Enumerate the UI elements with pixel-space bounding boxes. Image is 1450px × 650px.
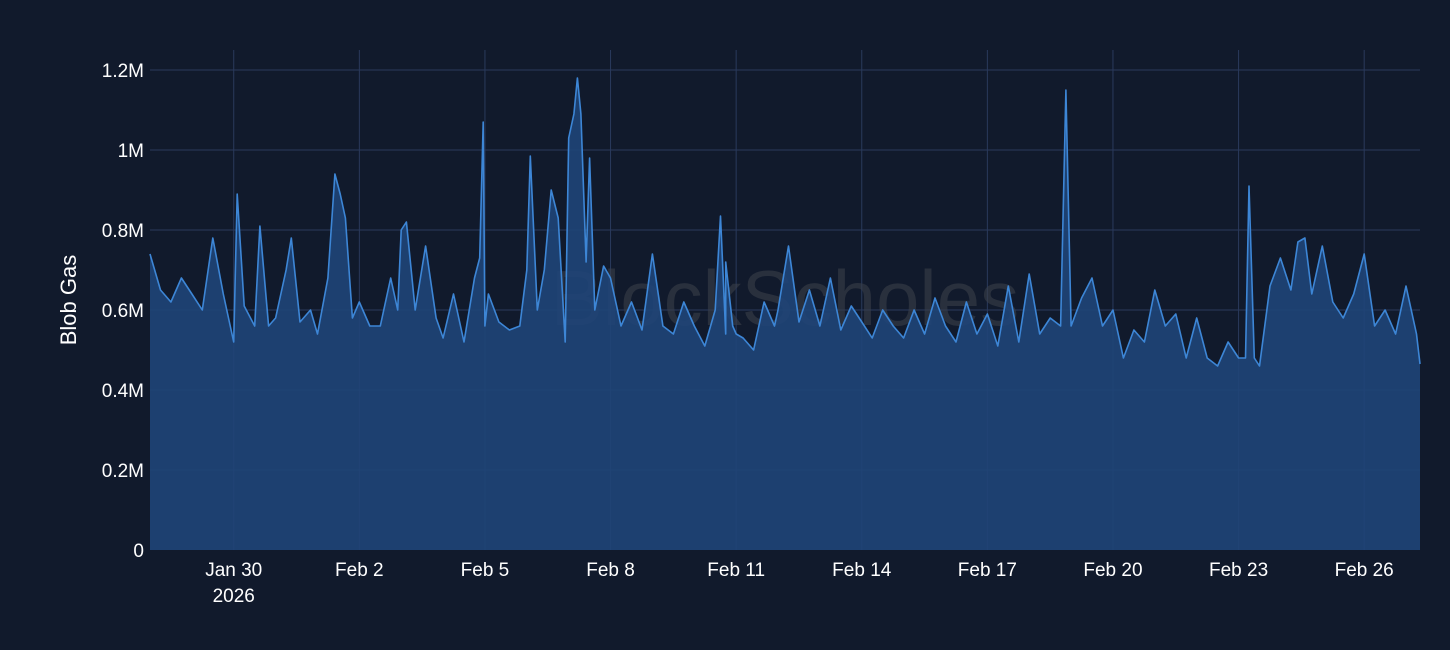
y-tick-label: 0.8M	[102, 221, 144, 242]
y-tick-label: 0.2M	[102, 461, 144, 482]
y-tick-label: 1M	[118, 141, 144, 162]
y-tick-label: 1.2M	[102, 61, 144, 82]
x-tick-label: Feb 8	[586, 560, 635, 581]
y-axis-label: Blob Gas	[56, 255, 81, 346]
x-tick-label: Feb 11	[707, 560, 765, 581]
x-tick-label: Feb 23	[1209, 560, 1268, 581]
x-tick-label: Feb 20	[1083, 560, 1142, 581]
x-tick-label: Feb 5	[461, 560, 510, 581]
x-axis: Jan 30 2026 Feb 2 Feb 5 Feb 8 Feb 11 Feb 14 Feb…	[205, 560, 1394, 607]
x-tick-label: Feb 14	[832, 560, 892, 581]
x-tick-label: Jan 30	[205, 560, 262, 581]
series-area	[150, 78, 1420, 550]
plot-area	[149, 77, 1421, 550]
y-tick-label: 0	[133, 541, 144, 562]
series-line	[149, 77, 1421, 367]
x-tick-label: Feb 26	[1335, 560, 1394, 581]
x-tick-label: Feb 2	[335, 560, 384, 581]
y-tick-label: 0.4M	[102, 381, 144, 402]
y-tick-label: 0.6M	[102, 301, 144, 322]
y-axis: 0 0.2M 0.4M 0.6M 0.8M 1M 1.2M	[102, 61, 144, 562]
x-tick-label: Feb 17	[958, 560, 1017, 581]
x-tick-sublabel: 2026	[213, 586, 255, 607]
